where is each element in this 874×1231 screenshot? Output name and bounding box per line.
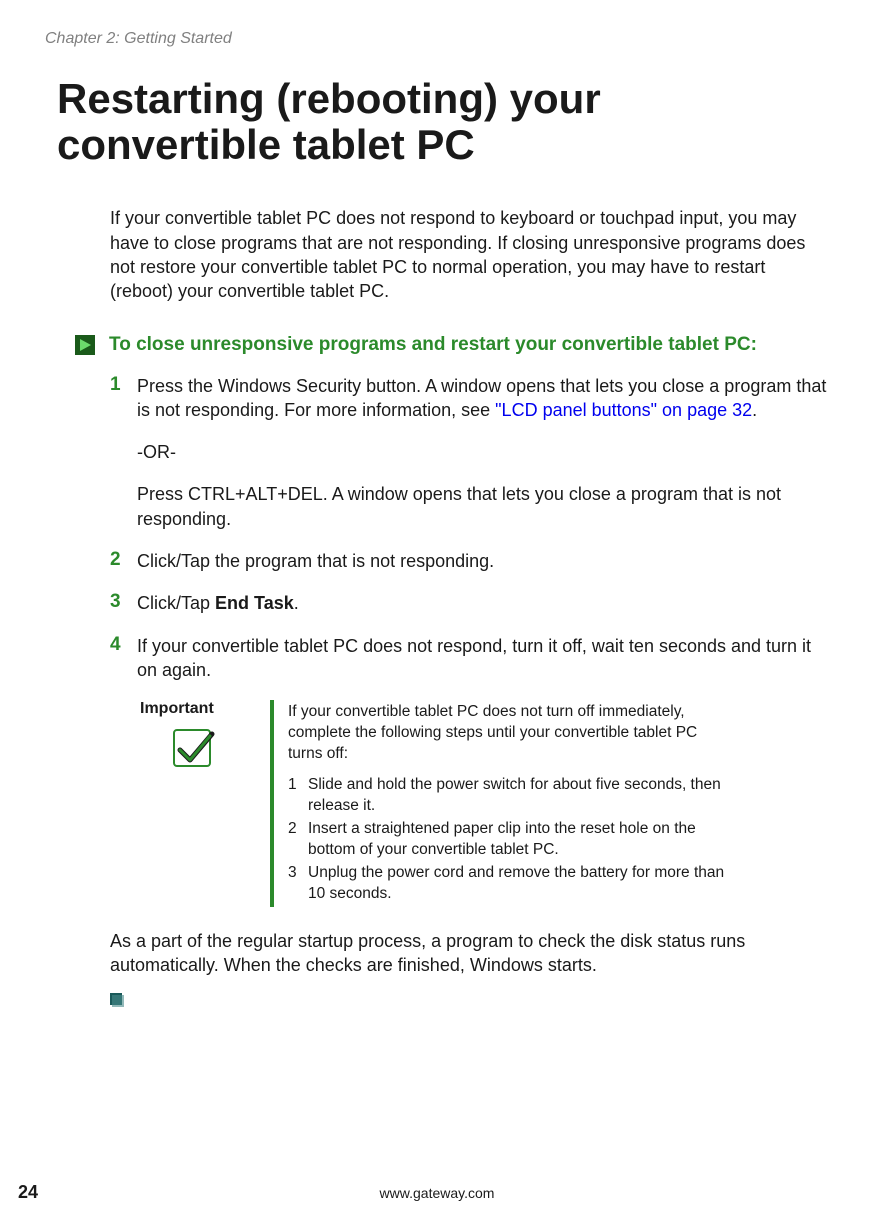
important-divider-bar [270,700,274,906]
step-number: 3 [110,591,125,613]
step-number: 2 [110,549,125,571]
text-part: . [294,593,299,613]
sub-item-number: 3 [288,863,308,905]
page-number: 24 [18,1182,38,1203]
step-1: 1 Press the Windows Security button. A w… [110,374,829,423]
end-marker-icon [110,993,124,1007]
play-arrow-icon [75,335,95,355]
closing-paragraph: As a part of the regular startup process… [110,929,829,978]
procedure-header: To close unresponsive programs and resta… [75,334,829,356]
intro-paragraph: If your convertible tablet PC does not r… [110,206,829,303]
footer-url: www.gateway.com [380,1185,495,1201]
step-list-cont: 2 Click/Tap the program that is not resp… [110,549,829,682]
text-part: Press [137,484,188,504]
sub-item-text: Slide and hold the power switch for abou… [308,775,728,817]
step-text: Press the Windows Security button. A win… [137,374,829,423]
text-part: Click/Tap [137,593,215,613]
alt-step-text: Press CTRL+ALT+DEL. A window opens that … [137,482,829,531]
sub-item-number: 1 [288,775,308,817]
important-intro: If your convertible tablet PC does not t… [288,702,728,765]
sub-item-text: Insert a straightened paper clip into th… [308,819,728,861]
step-text: Click/Tap the program that is not respon… [137,549,494,573]
page-footer: 24 www.gateway.com [0,1182,874,1203]
sub-item-number: 2 [288,819,308,861]
procedure-title: To close unresponsive programs and resta… [109,334,757,356]
step-3: 3 Click/Tap End Task. [110,591,829,615]
ui-label: End Task [215,593,294,613]
cross-reference-link[interactable]: "LCD panel buttons" on page 32 [495,400,752,420]
chapter-header: Chapter 2: Getting Started [45,30,829,48]
step-text: Click/Tap End Task. [137,591,299,615]
important-item-1: 1 Slide and hold the power switch for ab… [288,775,728,817]
step-number: 4 [110,634,125,656]
sub-item-text: Unplug the power cord and remove the bat… [308,863,728,905]
text-part: . [752,400,757,420]
key-combo: CTRL+ALT+DEL [188,484,323,504]
important-label: Important [140,700,214,718]
checkmark-icon [170,726,218,774]
important-item-2: 2 Insert a straightened paper clip into … [288,819,728,861]
important-callout: Important If your convertible tablet PC … [140,700,829,906]
important-left-column: Important [140,700,270,906]
step-text: If your convertible tablet PC does not r… [137,634,829,683]
important-sublist: 1 Slide and hold the power switch for ab… [288,775,728,905]
or-text: -OR- [137,440,829,464]
step-2: 2 Click/Tap the program that is not resp… [110,549,829,573]
important-item-3: 3 Unplug the power cord and remove the b… [288,863,728,905]
step-4: 4 If your convertible tablet PC does not… [110,634,829,683]
step-list: 1 Press the Windows Security button. A w… [110,374,829,423]
step-number: 1 [110,374,125,396]
important-content: If your convertible tablet PC does not t… [288,700,728,906]
page-title: Restarting (rebooting) your convertible … [57,76,829,168]
